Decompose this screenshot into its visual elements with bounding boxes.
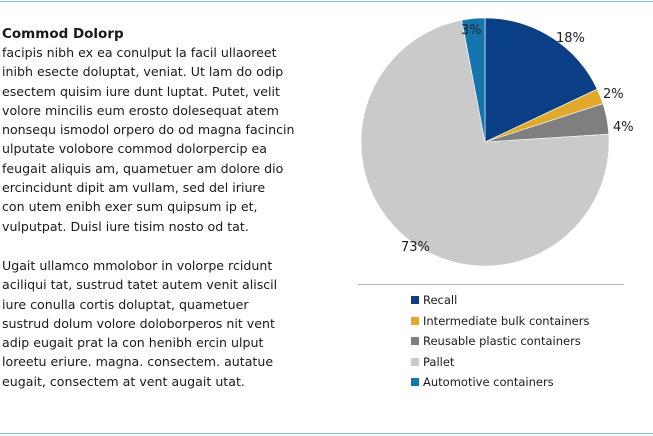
top-divider — [0, 1, 653, 2]
legend-item-recall: Recall — [411, 290, 589, 311]
article-title: Commod Dolorp — [2, 26, 124, 42]
article-paragraph-1: facipis nibh ex ea conulput la facil ull… — [2, 45, 295, 234]
legend-label: Recall — [423, 293, 458, 308]
article-paragraph-2: Ugait ullamco mmolobor in volorpe rcidun… — [2, 257, 278, 389]
legend-divider — [358, 284, 624, 285]
legend-item-intermediate-bulk: Intermediate bulk containers — [411, 311, 589, 332]
pie-slice-recall — [484, 17, 598, 143]
legend-label: Pallet — [423, 354, 455, 369]
pie-chart: 18% 2% 4% 73% 3% — [360, 17, 634, 267]
legend-item-pallet: Pallet — [411, 352, 589, 373]
legend-swatch — [411, 378, 419, 387]
pie-label-intermediate-bulk-containers: 2% — [603, 87, 624, 102]
legend-item-automotive: Automotive containers — [411, 372, 589, 393]
pie-label-reusable-plastic-containers: 4% — [613, 120, 634, 135]
legend-item-reusable-plastic: Reusable plastic containers — [411, 331, 589, 352]
legend-swatch — [411, 337, 419, 346]
legend-label: Automotive containers — [423, 375, 554, 390]
legend-swatch — [411, 357, 419, 366]
chart-legend: Recall Intermediate bulk containers Reus… — [411, 290, 589, 393]
legend-label: Intermediate bulk containers — [423, 313, 590, 328]
legend-swatch — [411, 296, 419, 305]
pie-label-automotive-containers: 3% — [461, 23, 482, 38]
article: Commod Dolorp facipis nibh ex ea conulpu… — [2, 25, 332, 391]
pie-slice-pallet — [360, 19, 610, 267]
bottom-divider — [0, 433, 653, 434]
pie-label-recall: 18% — [556, 31, 585, 46]
legend-label: Reusable plastic containers — [423, 334, 581, 349]
legend-swatch — [411, 316, 419, 325]
pie-label-pallet: 73% — [401, 240, 430, 255]
pie-slice-automotive-containers — [461, 17, 486, 143]
